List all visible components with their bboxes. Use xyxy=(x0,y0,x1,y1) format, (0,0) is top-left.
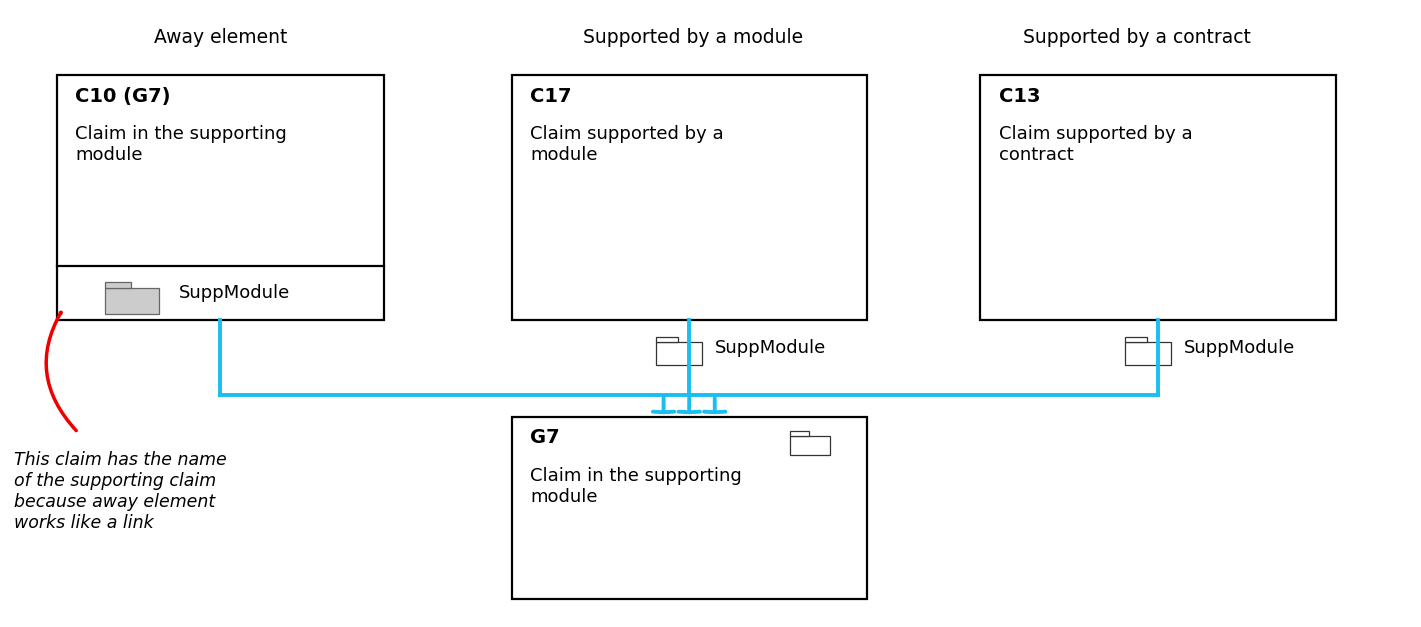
Text: Supported by a module: Supported by a module xyxy=(584,28,803,47)
Text: SuppModule: SuppModule xyxy=(715,339,826,357)
FancyBboxPatch shape xyxy=(512,75,867,320)
Bar xyxy=(657,342,702,365)
Text: Away element: Away element xyxy=(153,28,287,47)
Text: C17: C17 xyxy=(530,87,571,105)
FancyBboxPatch shape xyxy=(980,75,1336,320)
Text: SuppModule: SuppModule xyxy=(179,284,290,302)
FancyBboxPatch shape xyxy=(512,417,867,599)
FancyArrowPatch shape xyxy=(45,312,77,431)
Bar xyxy=(657,337,678,342)
Text: G7: G7 xyxy=(530,428,560,447)
Text: Supported by a contract: Supported by a contract xyxy=(1023,28,1250,47)
Text: SuppModule: SuppModule xyxy=(1184,339,1295,357)
Bar xyxy=(1125,342,1171,365)
Text: Claim supported by a
contract: Claim supported by a contract xyxy=(999,125,1192,164)
Bar xyxy=(105,282,131,288)
Bar xyxy=(790,431,809,436)
Bar xyxy=(790,436,830,455)
FancyBboxPatch shape xyxy=(57,75,384,320)
Text: Claim in the supporting
module: Claim in the supporting module xyxy=(75,125,287,164)
Text: C10 (G7): C10 (G7) xyxy=(75,87,171,105)
Text: Claim in the supporting
module: Claim in the supporting module xyxy=(530,467,742,506)
Text: C13: C13 xyxy=(999,87,1040,105)
Bar xyxy=(1125,337,1147,342)
Bar xyxy=(105,288,159,314)
Text: This claim has the name
of the supporting claim
because away element
works like : This claim has the name of the supportin… xyxy=(14,451,227,532)
Text: Claim supported by a
module: Claim supported by a module xyxy=(530,125,723,164)
